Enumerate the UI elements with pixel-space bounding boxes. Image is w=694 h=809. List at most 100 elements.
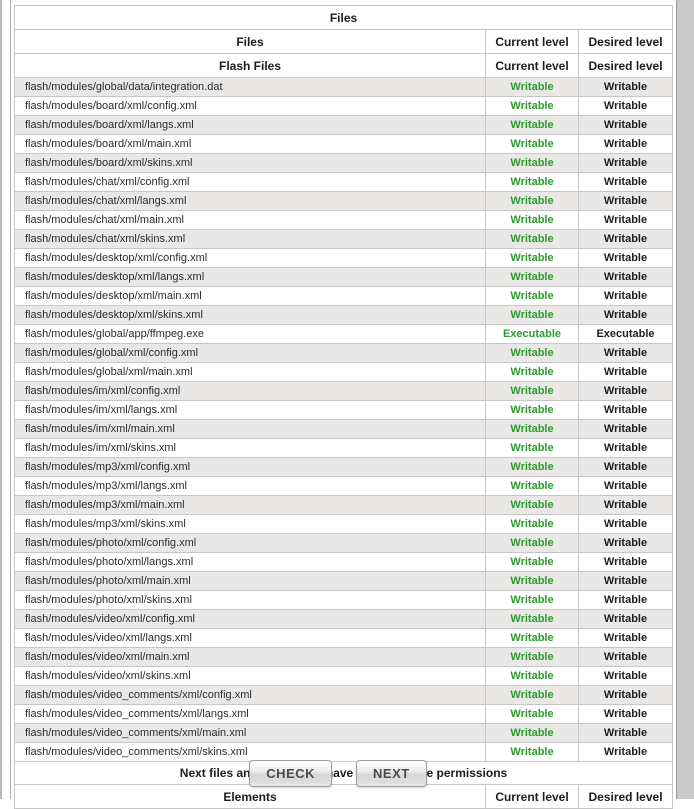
current-level-value: Writable <box>485 115 579 135</box>
desired-level-value: Writable <box>577 134 674 154</box>
table-row: flash/modules/board/xml/config.xml Writa… <box>14 96 674 116</box>
current-level-value: Writable <box>485 457 579 477</box>
table-row: flash/modules/photo/xml/langs.xml Writab… <box>14 552 674 572</box>
wizard-button-bar: CHECK NEXT <box>0 760 676 787</box>
desired-level-value: Writable <box>577 229 674 249</box>
current-level-value: Writable <box>485 96 579 116</box>
current-level-value: Writable <box>485 628 579 648</box>
desired-level-value: Writable <box>577 248 674 268</box>
table-row: flash/modules/im/xml/config.xml Writable… <box>14 381 674 401</box>
file-path: flash/modules/global/app/ffmpeg.exe <box>14 324 486 344</box>
file-path: flash/modules/video_comments/xml/main.xm… <box>14 723 486 743</box>
desired-level-value: Writable <box>577 153 674 173</box>
current-level-value: Writable <box>485 362 579 382</box>
file-path: flash/modules/mp3/xml/config.xml <box>14 457 486 477</box>
current-level-value: Writable <box>485 609 579 629</box>
desired-level-value: Writable <box>577 267 674 287</box>
file-path: flash/modules/video/xml/main.xml <box>14 647 486 667</box>
desired-level-value: Writable <box>577 514 674 534</box>
table-row: flash/modules/mp3/xml/langs.xml Writable… <box>14 476 674 496</box>
check-button[interactable]: CHECK <box>249 760 333 787</box>
desired-level-value: Writable <box>577 742 674 762</box>
table-title: Files <box>13 5 674 30</box>
files-permissions-table: Files Files Current level Desired level … <box>13 5 674 809</box>
page-background-right <box>676 0 694 799</box>
current-level-value: Writable <box>485 153 579 173</box>
table-row: flash/modules/video_comments/xml/skins.x… <box>14 742 674 762</box>
flash-files-section-row: Flash Files Current level Desired level <box>14 53 674 78</box>
desired-level-value: Writable <box>577 305 674 325</box>
desired-level-value: Writable <box>577 362 674 382</box>
table-row: flash/modules/video/xml/langs.xml Writab… <box>14 628 674 648</box>
file-path: flash/modules/photo/xml/main.xml <box>14 571 486 591</box>
file-path: flash/modules/video/xml/skins.xml <box>14 666 486 686</box>
table-title-row: Files <box>13 5 674 30</box>
file-path: flash/modules/board/xml/config.xml <box>14 96 486 116</box>
current-level-value: Writable <box>485 134 579 154</box>
current-level-value: Writable <box>485 476 579 496</box>
desired-level-value: Writable <box>577 381 674 401</box>
file-path: flash/modules/chat/xml/langs.xml <box>14 191 486 211</box>
current-level-value: Writable <box>485 229 579 249</box>
current-level-value: Writable <box>485 210 579 230</box>
desired-level-value: Writable <box>577 191 674 211</box>
desired-level-value: Writable <box>577 495 674 515</box>
file-path: flash/modules/photo/xml/skins.xml <box>14 590 486 610</box>
file-path: flash/modules/video_comments/xml/langs.x… <box>14 704 486 724</box>
column-header-desired-level: Desired level <box>577 29 674 54</box>
current-level-value: Writable <box>485 419 579 439</box>
current-level-value: Writable <box>485 343 579 363</box>
desired-level-value: Writable <box>577 571 674 591</box>
current-level-value: Writable <box>485 191 579 211</box>
current-level-value: Writable <box>485 438 579 458</box>
file-path: flash/modules/board/xml/langs.xml <box>14 115 486 135</box>
desired-level-value: Writable <box>577 723 674 743</box>
elements-header-row: Elements Current level Desired level <box>14 784 674 809</box>
table-row: flash/modules/desktop/xml/langs.xml Writ… <box>14 267 674 287</box>
file-path: flash/modules/global/xml/main.xml <box>14 362 486 382</box>
section-header-desired-level: Desired level <box>577 53 674 78</box>
desired-level-value: Writable <box>577 438 674 458</box>
table-row: flash/modules/global/data/integration.da… <box>14 77 674 97</box>
current-level-value: Writable <box>485 286 579 306</box>
desired-level-value: Writable <box>577 77 674 97</box>
table-row: flash/modules/mp3/xml/skins.xml Writable… <box>14 514 674 534</box>
current-level-value: Writable <box>485 571 579 591</box>
file-path: flash/modules/chat/xml/main.xml <box>14 210 486 230</box>
desired-level-value: Writable <box>577 647 674 667</box>
file-path: flash/modules/photo/xml/langs.xml <box>14 552 486 572</box>
file-path: flash/modules/mp3/xml/skins.xml <box>14 514 486 534</box>
table-row: flash/modules/desktop/xml/skins.xml Writ… <box>14 305 674 325</box>
table-row: flash/modules/mp3/xml/main.xml Writable … <box>14 495 674 515</box>
file-path: flash/modules/im/xml/config.xml <box>14 381 486 401</box>
table-row: flash/modules/photo/xml/skins.xml Writab… <box>14 590 674 610</box>
table-row: flash/modules/desktop/xml/config.xml Wri… <box>14 248 674 268</box>
table-row: flash/modules/desktop/xml/main.xml Writa… <box>14 286 674 306</box>
desired-level-value: Writable <box>577 552 674 572</box>
file-path: flash/modules/global/xml/config.xml <box>14 343 486 363</box>
table-row: flash/modules/board/xml/langs.xml Writab… <box>14 115 674 135</box>
files-table-body: flash/modules/global/data/integration.da… <box>14 77 674 762</box>
elements-header-desired-level: Desired level <box>577 784 674 809</box>
desired-level-value: Writable <box>577 533 674 553</box>
desired-level-value: Writable <box>577 457 674 477</box>
current-level-value: Writable <box>485 704 579 724</box>
table-row: flash/modules/mp3/xml/config.xml Writabl… <box>14 457 674 477</box>
desired-level-value: Writable <box>577 609 674 629</box>
file-path: flash/modules/chat/xml/config.xml <box>14 172 486 192</box>
table-row: flash/modules/video/xml/main.xml Writabl… <box>14 647 674 667</box>
next-button[interactable]: NEXT <box>356 760 427 787</box>
file-path: flash/modules/chat/xml/skins.xml <box>14 229 486 249</box>
desired-level-value: Writable <box>577 666 674 686</box>
current-level-value: Writable <box>485 267 579 287</box>
column-header-files: Files <box>14 29 486 54</box>
current-level-value: Writable <box>485 172 579 192</box>
current-level-value: Writable <box>485 647 579 667</box>
desired-level-value: Writable <box>577 590 674 610</box>
file-path: flash/modules/board/xml/skins.xml <box>14 153 486 173</box>
table-row: flash/modules/chat/xml/langs.xml Writabl… <box>14 191 674 211</box>
desired-level-value: Writable <box>577 628 674 648</box>
section-header-current-level: Current level <box>485 53 579 78</box>
desired-level-value: Writable <box>577 210 674 230</box>
current-level-value: Writable <box>485 685 579 705</box>
